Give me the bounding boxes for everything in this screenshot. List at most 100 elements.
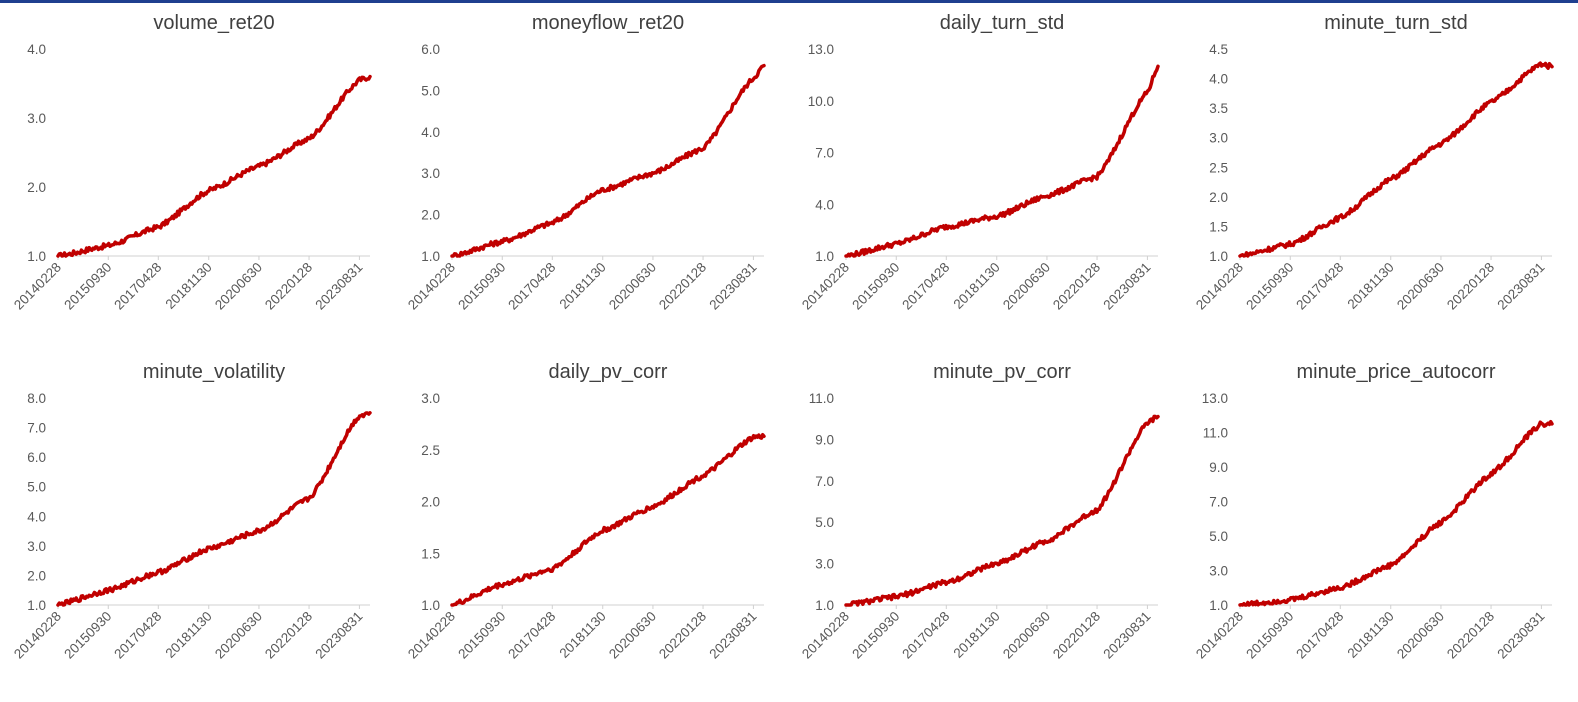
x-tick-label: 20220128 (1050, 609, 1103, 662)
x-tick-label: 20200630 (1394, 609, 1447, 662)
chart-title: minute_turn_std (1324, 12, 1467, 34)
x-tick-label: 20181130 (1344, 260, 1396, 312)
series-line (844, 414, 1160, 607)
x-tick-label: 20230831 (706, 260, 759, 313)
x-tick-label: 20140228 (405, 260, 458, 313)
line-chart: volume_ret20 4.0 3.0 2.0 1.02014022820150930… (11, 12, 372, 313)
y-tick-label: 3.0 (815, 557, 834, 572)
y-tick-label: 4.0 (27, 42, 46, 57)
x-tick-label: 20181130 (556, 609, 608, 661)
y-tick-label: 1.0 (27, 249, 46, 264)
y-tick-label: 4.0 (421, 125, 440, 140)
x-tick-label: 20150930 (1243, 260, 1296, 313)
y-tick-label: 3.0 (421, 166, 440, 181)
x-tick-label: 20230831 (312, 609, 365, 662)
x-tick-label: 20140228 (1193, 260, 1246, 313)
y-tick-label: 3.0 (1209, 131, 1228, 146)
y-tick-label: 4.5 (1209, 42, 1228, 57)
y-tick-label: 3.0 (421, 391, 440, 406)
line-chart: daily_turn_std13.010.07.04.01.0201402282… (799, 12, 1160, 313)
y-tick-label: 9.0 (1209, 460, 1228, 475)
x-tick-label: 20200630 (212, 609, 265, 662)
y-tick-label: 13.0 (808, 42, 834, 57)
x-tick-label: 20170428 (505, 609, 558, 662)
chart-title: minute_price_autocorr (1297, 361, 1496, 383)
y-tick-label: 6.0 (421, 42, 440, 57)
y-tick-label: 2.0 (1209, 190, 1228, 205)
chart-title: minute_volatility (143, 361, 285, 383)
y-tick-label: 1.0 (421, 249, 440, 264)
x-tick-label: 20181130 (162, 260, 214, 312)
y-tick-label: 1.5 (421, 546, 440, 561)
y-tick-label: 1.5 (1209, 219, 1228, 234)
y-tick-label: 1.0 (421, 598, 440, 613)
y-tick-label: 11.0 (1203, 426, 1228, 441)
x-tick-label: 20140228 (1193, 609, 1246, 662)
y-tick-label: 1.0 (1209, 598, 1228, 613)
series-line (1238, 61, 1554, 258)
x-tick-label: 20200630 (1000, 260, 1053, 313)
y-tick-label: 1.0 (27, 598, 46, 613)
x-tick-label: 20230831 (1494, 609, 1547, 662)
chart-title: daily_turn_std (940, 12, 1065, 34)
y-tick-label: 1.0 (815, 598, 834, 613)
chart-panel-minute-turn-std: minute_turn_std 4.5 4.0 3.5 3.0 2.5 2.0 1.5 1.0 2… (1182, 3, 1576, 352)
x-tick-label: 20220128 (1444, 609, 1497, 662)
line-chart: minute_pv_corr 11.0 9.0 7.0 5.0 3.0 1.02014022… (799, 361, 1160, 662)
x-tick-label: 20220128 (1444, 260, 1497, 313)
series-line (1238, 419, 1554, 607)
x-tick-label: 20230831 (1100, 260, 1153, 313)
series-line (450, 432, 766, 607)
y-tick-label: 3.0 (27, 539, 46, 554)
series-line (844, 64, 1160, 258)
x-tick-label: 20200630 (1394, 260, 1447, 313)
x-tick-label: 20230831 (706, 609, 759, 662)
y-tick-label: 5.0 (27, 480, 46, 495)
x-tick-label: 20170428 (899, 609, 952, 662)
x-tick-label: 20220128 (656, 609, 709, 662)
y-tick-label: 5.0 (1209, 529, 1228, 544)
y-tick-label: 2.0 (27, 568, 46, 583)
y-tick-label: 5.0 (421, 83, 440, 98)
x-tick-label: 20140228 (799, 609, 852, 662)
x-tick-label: 20181130 (950, 609, 1002, 661)
y-tick-label: 8.0 (27, 391, 46, 406)
y-tick-label: 3.0 (27, 111, 46, 126)
x-tick-label: 20200630 (1000, 609, 1053, 662)
y-tick-label: 3.0 (1209, 564, 1228, 579)
x-tick-label: 20150930 (455, 609, 508, 662)
chart-title: volume_ret20 (153, 12, 274, 34)
x-tick-label: 20170428 (111, 260, 164, 313)
x-tick-label: 20230831 (1494, 260, 1547, 313)
chart-panel-minute-volatility: minute_volatility 8.0 7.0 6.0 5.0 4.0 3.0 2.0 1.… (0, 352, 394, 701)
x-tick-label: 20170428 (899, 260, 952, 313)
x-tick-label: 20150930 (1243, 609, 1296, 662)
y-tick-label: 1.0 (815, 249, 834, 264)
line-chart: minute_volatility 8.0 7.0 6.0 5.0 4.0 3.0 2.0 1.… (11, 361, 372, 662)
x-tick-label: 20220128 (262, 260, 315, 313)
y-tick-label: 2.5 (421, 443, 440, 458)
x-tick-label: 20220128 (262, 609, 315, 662)
x-tick-label: 20181130 (1344, 609, 1396, 661)
chart-title: daily_pv_corr (549, 361, 668, 383)
y-tick-label: 2.0 (421, 495, 440, 510)
line-chart: moneyflow_ret20 6.0 5.0 4.0 3.0 2.0 1.02014022… (405, 12, 766, 313)
y-tick-label: 10.0 (808, 94, 834, 109)
chart-panel-volume-ret20: volume_ret20 4.0 3.0 2.0 1.0 20140228 20150930… (0, 3, 394, 352)
line-chart: daily_pv_corr 3.0 2.5 2.0 1.5 1.0201402282015… (405, 361, 766, 662)
y-tick-label: 9.0 (815, 432, 834, 447)
x-tick-label: 20140228 (11, 260, 64, 313)
x-tick-label: 20220128 (656, 260, 709, 313)
x-tick-label: 20150930 (61, 260, 114, 313)
series-line (450, 63, 766, 258)
x-tick-label: 20150930 (61, 609, 114, 662)
y-tick-label: 7.0 (27, 421, 46, 436)
series-line (56, 411, 372, 607)
chart-panel-minute-price-autocorr: minute_price_autocorr 13.0 11.0 9.0 7.0 5.0 3.… (1182, 352, 1576, 701)
y-tick-label: 4.0 (815, 197, 834, 212)
y-tick-label: 2.5 (1209, 160, 1228, 175)
chart-panel-daily-turn-std: daily_turn_std 13.0 10.0 7.0 4.0 1.0 20140228 2… (788, 3, 1182, 352)
y-tick-label: 2.0 (27, 180, 46, 195)
chart-grid: volume_ret20 4.0 3.0 2.0 1.0 20140228 20150930… (0, 3, 1578, 702)
line-chart: minute_turn_std4.54.03.53.02.52.01.51.02… (1193, 12, 1554, 313)
